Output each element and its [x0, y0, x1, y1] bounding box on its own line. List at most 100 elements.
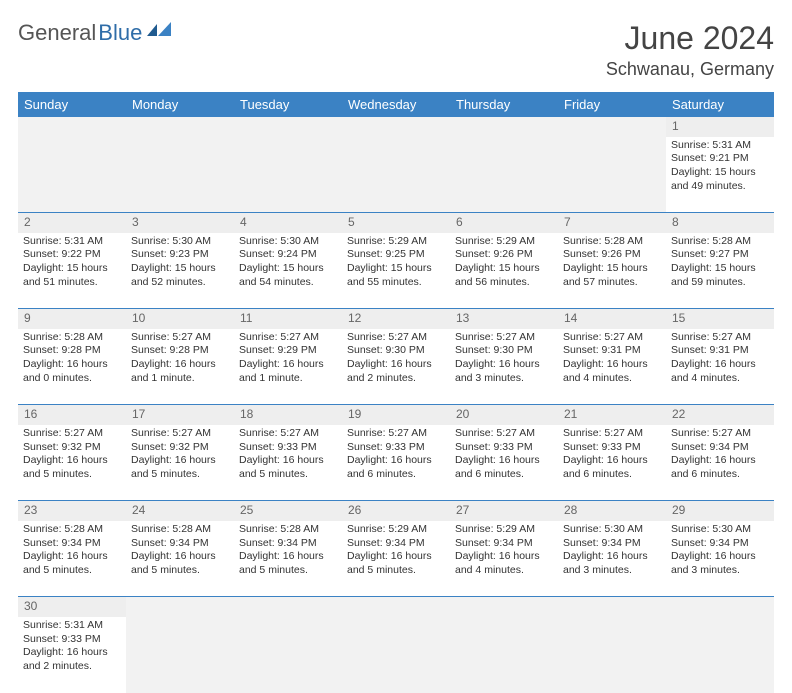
daylight-line: Daylight: 16 hours and 5 minutes.	[131, 454, 229, 481]
sunrise-line: Sunrise: 5:27 AM	[347, 427, 445, 441]
sunrise-line: Sunrise: 5:31 AM	[671, 139, 769, 153]
daylight-line: Daylight: 15 hours and 57 minutes.	[563, 262, 661, 289]
daylight-line: Daylight: 16 hours and 4 minutes.	[671, 358, 769, 385]
day-cell: Sunrise: 5:27 AMSunset: 9:33 PMDaylight:…	[450, 425, 558, 501]
daylight-line: Daylight: 15 hours and 52 minutes.	[131, 262, 229, 289]
day-number-cell	[450, 597, 558, 617]
day-number-cell	[342, 117, 450, 137]
day-number-cell	[18, 117, 126, 137]
day-cell	[342, 617, 450, 693]
sunset-line: Sunset: 9:24 PM	[239, 248, 337, 262]
sunrise-line: Sunrise: 5:28 AM	[23, 331, 121, 345]
sunset-line: Sunset: 9:27 PM	[671, 248, 769, 262]
day-cell: Sunrise: 5:27 AMSunset: 9:33 PMDaylight:…	[558, 425, 666, 501]
sunrise-line: Sunrise: 5:27 AM	[23, 427, 121, 441]
sunset-line: Sunset: 9:34 PM	[23, 537, 121, 551]
day-number-cell: 15	[666, 309, 774, 329]
day-number-cell: 18	[234, 405, 342, 425]
day-cell	[342, 137, 450, 213]
daylight-line: Daylight: 16 hours and 3 minutes.	[563, 550, 661, 577]
sunrise-line: Sunrise: 5:27 AM	[671, 331, 769, 345]
daylight-line: Daylight: 15 hours and 55 minutes.	[347, 262, 445, 289]
daylight-line: Daylight: 15 hours and 54 minutes.	[239, 262, 337, 289]
daylight-line: Daylight: 16 hours and 6 minutes.	[347, 454, 445, 481]
sunset-line: Sunset: 9:26 PM	[455, 248, 553, 262]
sunrise-line: Sunrise: 5:28 AM	[671, 235, 769, 249]
day-number-cell: 2	[18, 213, 126, 233]
flag-icon	[147, 22, 173, 45]
sunset-line: Sunset: 9:34 PM	[239, 537, 337, 551]
daylight-line: Daylight: 16 hours and 2 minutes.	[23, 646, 121, 673]
day-number-cell: 29	[666, 501, 774, 521]
day-cell: Sunrise: 5:27 AMSunset: 9:32 PMDaylight:…	[126, 425, 234, 501]
day-cell: Sunrise: 5:31 AMSunset: 9:21 PMDaylight:…	[666, 137, 774, 213]
weekday-header: Wednesday	[342, 92, 450, 117]
day-cell: Sunrise: 5:27 AMSunset: 9:28 PMDaylight:…	[126, 329, 234, 405]
day-number-row: 1	[18, 117, 774, 137]
weekday-header: Tuesday	[234, 92, 342, 117]
sunset-line: Sunset: 9:23 PM	[131, 248, 229, 262]
day-content-row: Sunrise: 5:31 AMSunset: 9:21 PMDaylight:…	[18, 137, 774, 213]
sunrise-line: Sunrise: 5:28 AM	[23, 523, 121, 537]
day-number-cell: 22	[666, 405, 774, 425]
day-number-cell: 25	[234, 501, 342, 521]
day-number-cell: 27	[450, 501, 558, 521]
sunset-line: Sunset: 9:34 PM	[455, 537, 553, 551]
day-number-cell: 9	[18, 309, 126, 329]
day-number-cell	[558, 117, 666, 137]
day-number-cell: 20	[450, 405, 558, 425]
sunrise-line: Sunrise: 5:31 AM	[23, 619, 121, 633]
day-number-cell: 11	[234, 309, 342, 329]
day-number-cell: 14	[558, 309, 666, 329]
day-number-cell: 12	[342, 309, 450, 329]
day-cell	[558, 137, 666, 213]
day-cell: Sunrise: 5:27 AMSunset: 9:32 PMDaylight:…	[18, 425, 126, 501]
daylight-line: Daylight: 16 hours and 5 minutes.	[239, 550, 337, 577]
day-number-row: 23242526272829	[18, 501, 774, 521]
weekday-header: Saturday	[666, 92, 774, 117]
sunset-line: Sunset: 9:29 PM	[239, 344, 337, 358]
day-cell: Sunrise: 5:29 AMSunset: 9:34 PMDaylight:…	[342, 521, 450, 597]
sunset-line: Sunset: 9:26 PM	[563, 248, 661, 262]
sunrise-line: Sunrise: 5:27 AM	[455, 331, 553, 345]
daylight-line: Daylight: 15 hours and 51 minutes.	[23, 262, 121, 289]
daylight-line: Daylight: 15 hours and 49 minutes.	[671, 166, 769, 193]
sunrise-line: Sunrise: 5:28 AM	[131, 523, 229, 537]
sunrise-line: Sunrise: 5:31 AM	[23, 235, 121, 249]
daylight-line: Daylight: 16 hours and 5 minutes.	[23, 454, 121, 481]
sunset-line: Sunset: 9:25 PM	[347, 248, 445, 262]
daylight-line: Daylight: 15 hours and 59 minutes.	[671, 262, 769, 289]
sunset-line: Sunset: 9:34 PM	[671, 441, 769, 455]
daylight-line: Daylight: 16 hours and 6 minutes.	[563, 454, 661, 481]
sunrise-line: Sunrise: 5:30 AM	[671, 523, 769, 537]
day-cell: Sunrise: 5:28 AMSunset: 9:26 PMDaylight:…	[558, 233, 666, 309]
day-number-cell: 16	[18, 405, 126, 425]
day-number-cell: 19	[342, 405, 450, 425]
day-number-cell: 3	[126, 213, 234, 233]
day-number-cell: 13	[450, 309, 558, 329]
sunset-line: Sunset: 9:30 PM	[347, 344, 445, 358]
day-cell: Sunrise: 5:30 AMSunset: 9:34 PMDaylight:…	[666, 521, 774, 597]
daylight-line: Daylight: 16 hours and 1 minute.	[131, 358, 229, 385]
day-cell	[126, 617, 234, 693]
day-number-cell: 24	[126, 501, 234, 521]
day-cell: Sunrise: 5:29 AMSunset: 9:34 PMDaylight:…	[450, 521, 558, 597]
day-number-cell: 10	[126, 309, 234, 329]
sunrise-line: Sunrise: 5:29 AM	[347, 235, 445, 249]
sunrise-line: Sunrise: 5:27 AM	[131, 427, 229, 441]
day-cell	[558, 617, 666, 693]
sunset-line: Sunset: 9:34 PM	[563, 537, 661, 551]
day-content-row: Sunrise: 5:31 AMSunset: 9:22 PMDaylight:…	[18, 233, 774, 309]
page-title: June 2024	[606, 20, 774, 57]
daylight-line: Daylight: 16 hours and 0 minutes.	[23, 358, 121, 385]
sunrise-line: Sunrise: 5:27 AM	[455, 427, 553, 441]
sunset-line: Sunset: 9:21 PM	[671, 152, 769, 166]
sunset-line: Sunset: 9:28 PM	[131, 344, 229, 358]
day-cell: Sunrise: 5:29 AMSunset: 9:26 PMDaylight:…	[450, 233, 558, 309]
sunset-line: Sunset: 9:33 PM	[347, 441, 445, 455]
sunset-line: Sunset: 9:28 PM	[23, 344, 121, 358]
sunrise-line: Sunrise: 5:30 AM	[239, 235, 337, 249]
day-number-cell: 5	[342, 213, 450, 233]
day-cell: Sunrise: 5:31 AMSunset: 9:33 PMDaylight:…	[18, 617, 126, 693]
daylight-line: Daylight: 16 hours and 2 minutes.	[347, 358, 445, 385]
